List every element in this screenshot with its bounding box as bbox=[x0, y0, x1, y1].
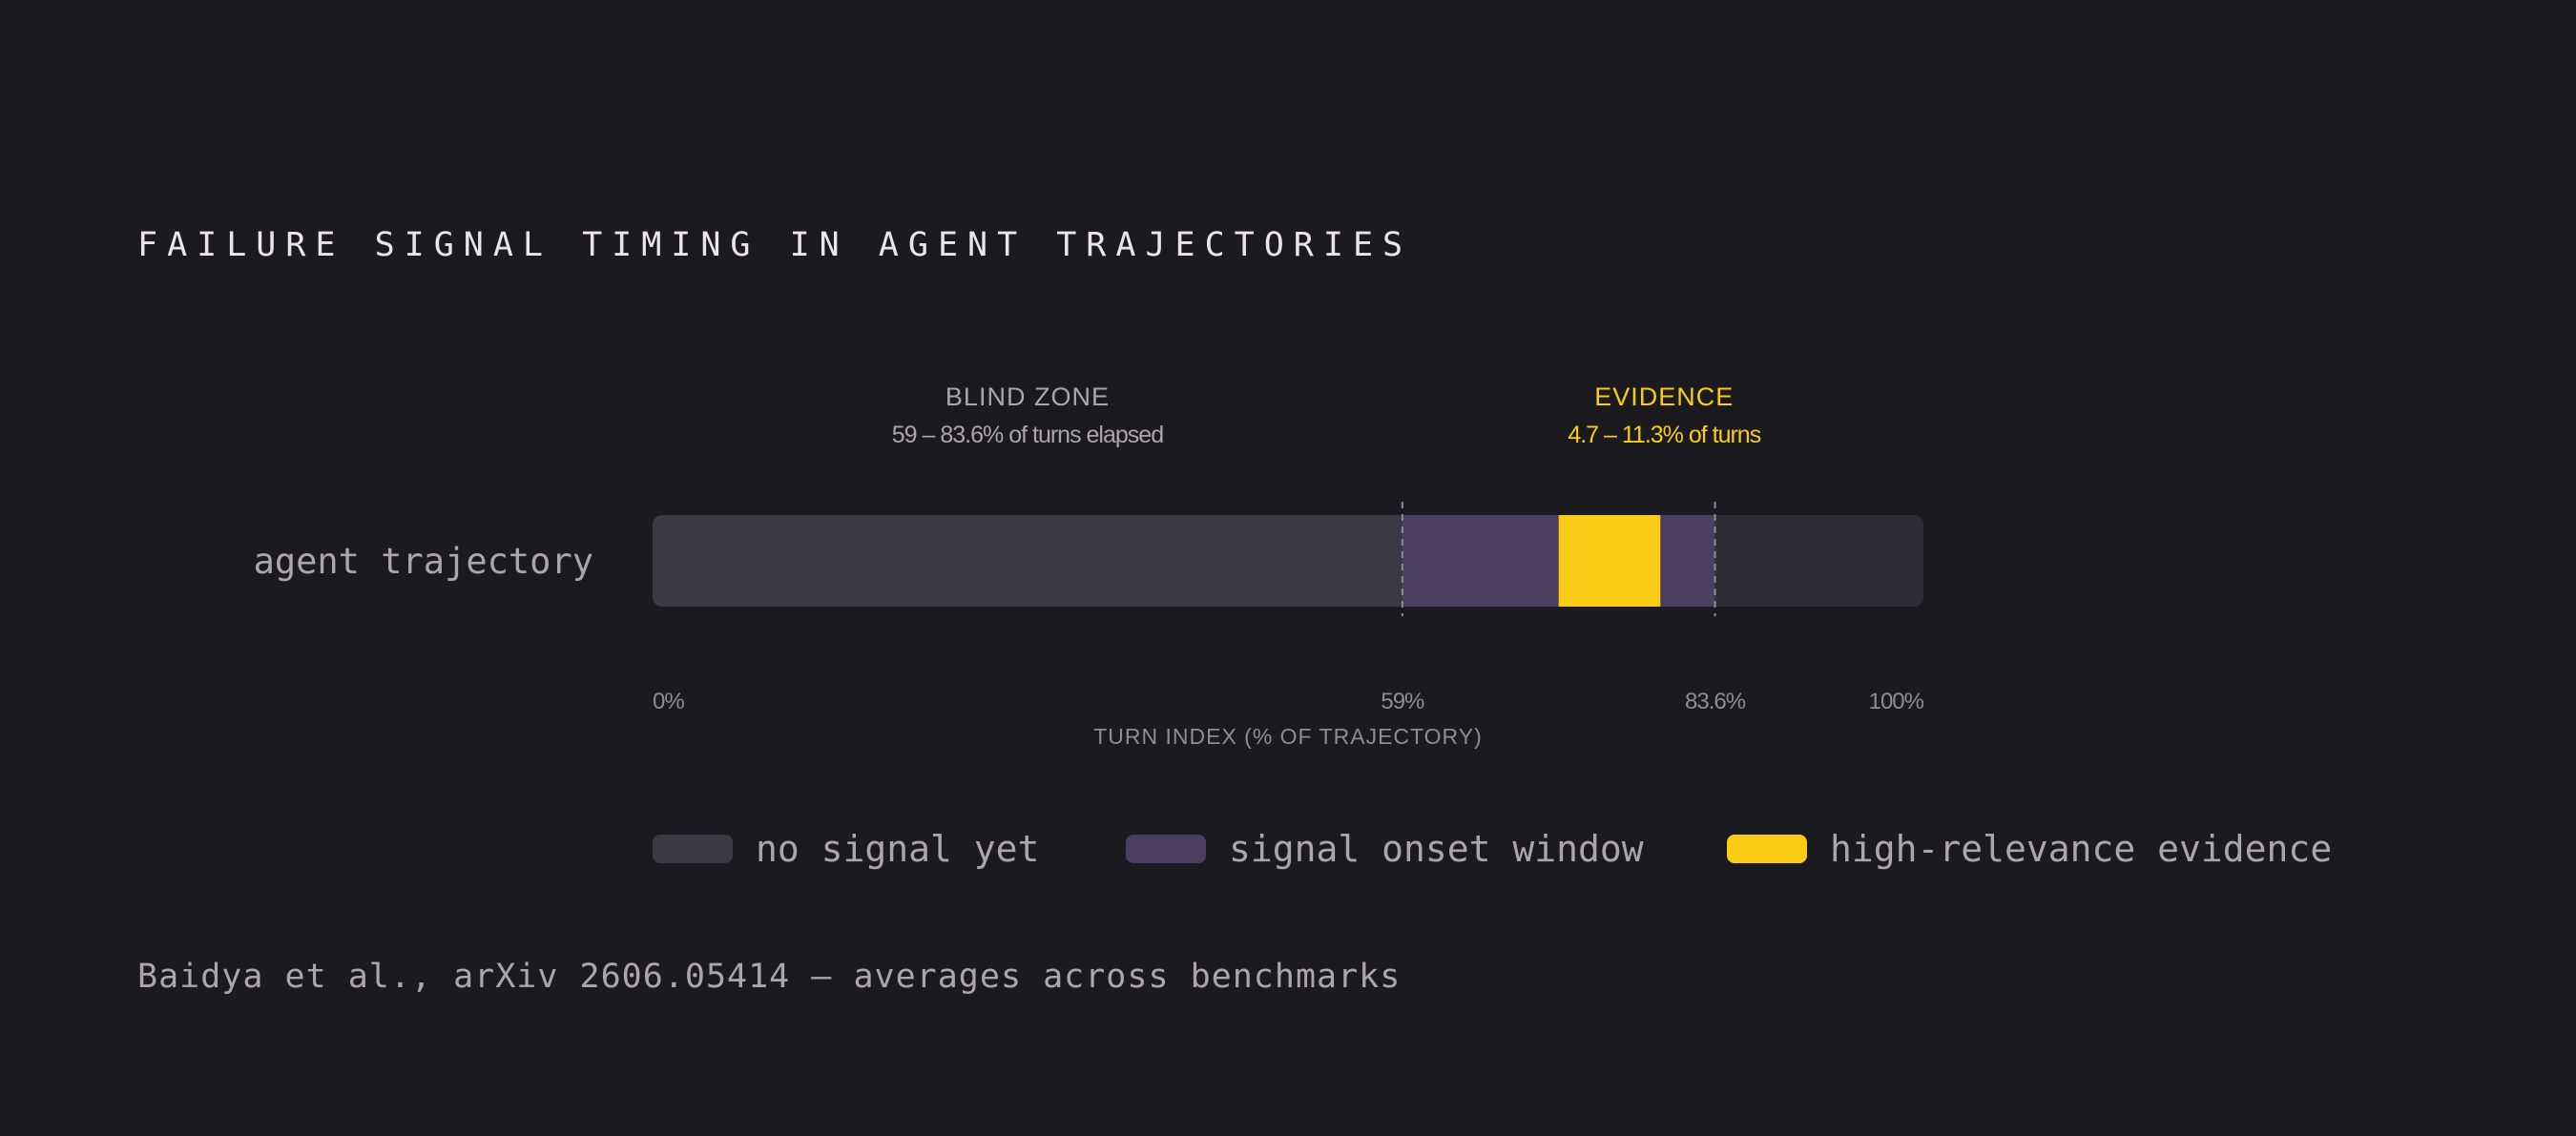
legend-item-signal-onset: signal onset window bbox=[1126, 826, 1644, 872]
chart-title: FAILURE SIGNAL TIMING IN AGENT TRAJECTOR… bbox=[137, 226, 1413, 264]
bar-segment-2 bbox=[1402, 515, 1560, 607]
x-tick-label-2: 59% bbox=[1381, 689, 1424, 714]
legend-label-signal-onset: signal onset window bbox=[1229, 828, 1644, 870]
legend-swatch-no-signal bbox=[653, 835, 733, 863]
bar-segment-4 bbox=[1660, 515, 1716, 607]
x-tick-label-1: 0% bbox=[653, 689, 684, 714]
x-tick-label-3: 83.6% bbox=[1685, 689, 1746, 714]
legend-label-evidence: high-relevance evidence bbox=[1830, 828, 2333, 870]
category-label: agent trajectory bbox=[254, 541, 593, 582]
source-caption: Baidya et al., arXiv 2606.05414 — averag… bbox=[137, 958, 1402, 996]
annotation-detail-2: 4.7 – 11.3% of turns bbox=[1568, 422, 1760, 448]
legend-item-no-signal: no signal yet bbox=[653, 826, 1039, 872]
annotation-detail-1: 59 – 83.6% of turns elapsed bbox=[892, 422, 1163, 448]
legend-swatch-evidence bbox=[1727, 835, 1807, 863]
bar-segment-5 bbox=[1714, 515, 1923, 607]
legend-label-no-signal: no signal yet bbox=[756, 828, 1040, 870]
x-tick-label-4: 100% bbox=[1869, 689, 1924, 714]
x-axis-label: TURN INDEX (% OF TRAJECTORY) bbox=[1093, 724, 1483, 749]
bar-segment-1 bbox=[653, 515, 1403, 607]
trajectory-bar bbox=[653, 515, 1923, 607]
legend-swatch-signal-onset bbox=[1126, 835, 1206, 863]
annotation-heading-2: EVIDENCE bbox=[1594, 382, 1734, 411]
bar-segment-3 bbox=[1558, 515, 1661, 607]
legend-item-evidence: high-relevance evidence bbox=[1727, 826, 2332, 872]
annotation-heading-1: BLIND ZONE bbox=[945, 382, 1110, 411]
